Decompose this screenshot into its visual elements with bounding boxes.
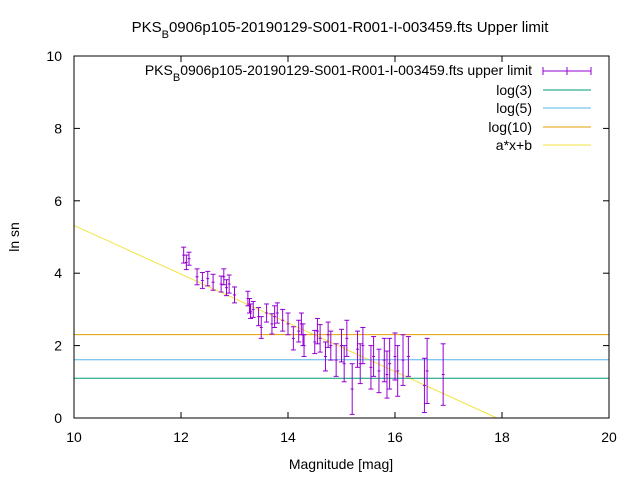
legend-label-log5: log(5)	[496, 100, 532, 116]
data-point	[325, 321, 331, 348]
legend-label-log10: log(10)	[488, 119, 532, 135]
legend-sample-upper-limit	[542, 67, 592, 75]
y-tick-label: 6	[54, 193, 62, 209]
data-point	[301, 334, 307, 357]
data-layer	[181, 246, 446, 415]
legend-label-log3: log(3)	[496, 82, 532, 98]
data-point	[424, 337, 430, 405]
data-point	[341, 345, 347, 383]
fit-layer	[73, 224, 498, 419]
y-tick-label: 8	[54, 120, 62, 136]
data-point	[258, 316, 264, 339]
y-tick-label: 10	[46, 48, 62, 64]
data-point	[248, 303, 254, 319]
data-point	[328, 330, 334, 361]
data-point	[210, 273, 216, 291]
data-point	[181, 246, 187, 264]
y-tick-label: 2	[54, 338, 62, 354]
data-point	[371, 336, 377, 377]
chart-title-sub: B	[162, 29, 169, 41]
data-point	[183, 254, 189, 271]
data-point	[349, 363, 355, 415]
x-tick-label: 16	[387, 429, 403, 445]
x-tick-label: 18	[494, 429, 510, 445]
data-point	[274, 302, 280, 324]
x-tick-label: 12	[173, 429, 189, 445]
data-point	[400, 334, 406, 386]
data-point	[280, 308, 286, 332]
data-point	[226, 274, 232, 294]
data-point	[312, 329, 318, 355]
data-point	[246, 298, 252, 314]
data-point	[256, 307, 262, 327]
data-point	[264, 303, 270, 323]
data-point	[232, 286, 237, 304]
chart-title: PKSB0906p105-20190129-S001-R001-I-003459…	[132, 19, 550, 41]
data-point	[333, 343, 339, 377]
data-point	[355, 330, 361, 368]
tick-layer: 10 12 14 16 18 20 0 2 4 6 8 10	[46, 48, 617, 445]
legend-label-upper-limit-sub: B	[173, 72, 180, 84]
x-axis-label: Magnitude [mag]	[289, 456, 393, 472]
data-point	[322, 341, 328, 372]
legend-label-upper-limit-main: PKS	[145, 62, 173, 78]
legend-label-fit: a*x+b	[496, 137, 532, 153]
x-tick-label: 14	[280, 429, 296, 445]
legend-label-upper-limit-rest: 0906p105-20190129-S001-R001-I-003459.fts…	[180, 62, 532, 78]
legend-label-upper-limit: PKSB0906p105-20190129-S001-R001-I-003459…	[145, 62, 532, 84]
data-point	[199, 271, 205, 289]
data-point	[285, 312, 291, 336]
y-tick-label: 0	[54, 410, 62, 426]
data-point	[376, 348, 382, 394]
data-point	[194, 268, 200, 286]
data-point	[186, 251, 192, 266]
data-point	[360, 327, 366, 365]
data-point	[344, 319, 350, 357]
data-point	[384, 350, 390, 399]
data-point	[421, 357, 427, 414]
data-point	[296, 319, 302, 343]
data-point	[392, 332, 398, 381]
chart-title-rest: 0906p105-20190129-S001-R001-I-003459.fts…	[169, 19, 549, 36]
data-point	[272, 305, 278, 328]
data-point	[387, 337, 393, 390]
data-point	[440, 343, 446, 406]
data-point	[223, 279, 229, 297]
x-tick-label: 20	[601, 429, 617, 445]
x-tick-label: 10	[66, 429, 82, 445]
data-point	[290, 326, 296, 351]
data-point	[381, 337, 387, 383]
y-tick-label: 4	[54, 265, 62, 281]
data-point	[368, 345, 374, 390]
fit-line	[73, 224, 498, 419]
data-point	[269, 313, 275, 335]
data-point	[317, 324, 323, 353]
data-point	[405, 336, 411, 377]
chart-title-main: PKS	[132, 19, 162, 36]
y-axis-label: ln sn	[6, 222, 22, 252]
data-point	[221, 268, 227, 286]
plot-frame	[73, 55, 610, 419]
legend: PKSB0906p105-20190129-S001-R001-I-003459…	[145, 62, 592, 153]
data-point	[250, 300, 256, 318]
data-point	[218, 275, 224, 293]
data-point	[205, 270, 211, 287]
data-point	[395, 345, 401, 397]
data-point	[314, 317, 320, 345]
